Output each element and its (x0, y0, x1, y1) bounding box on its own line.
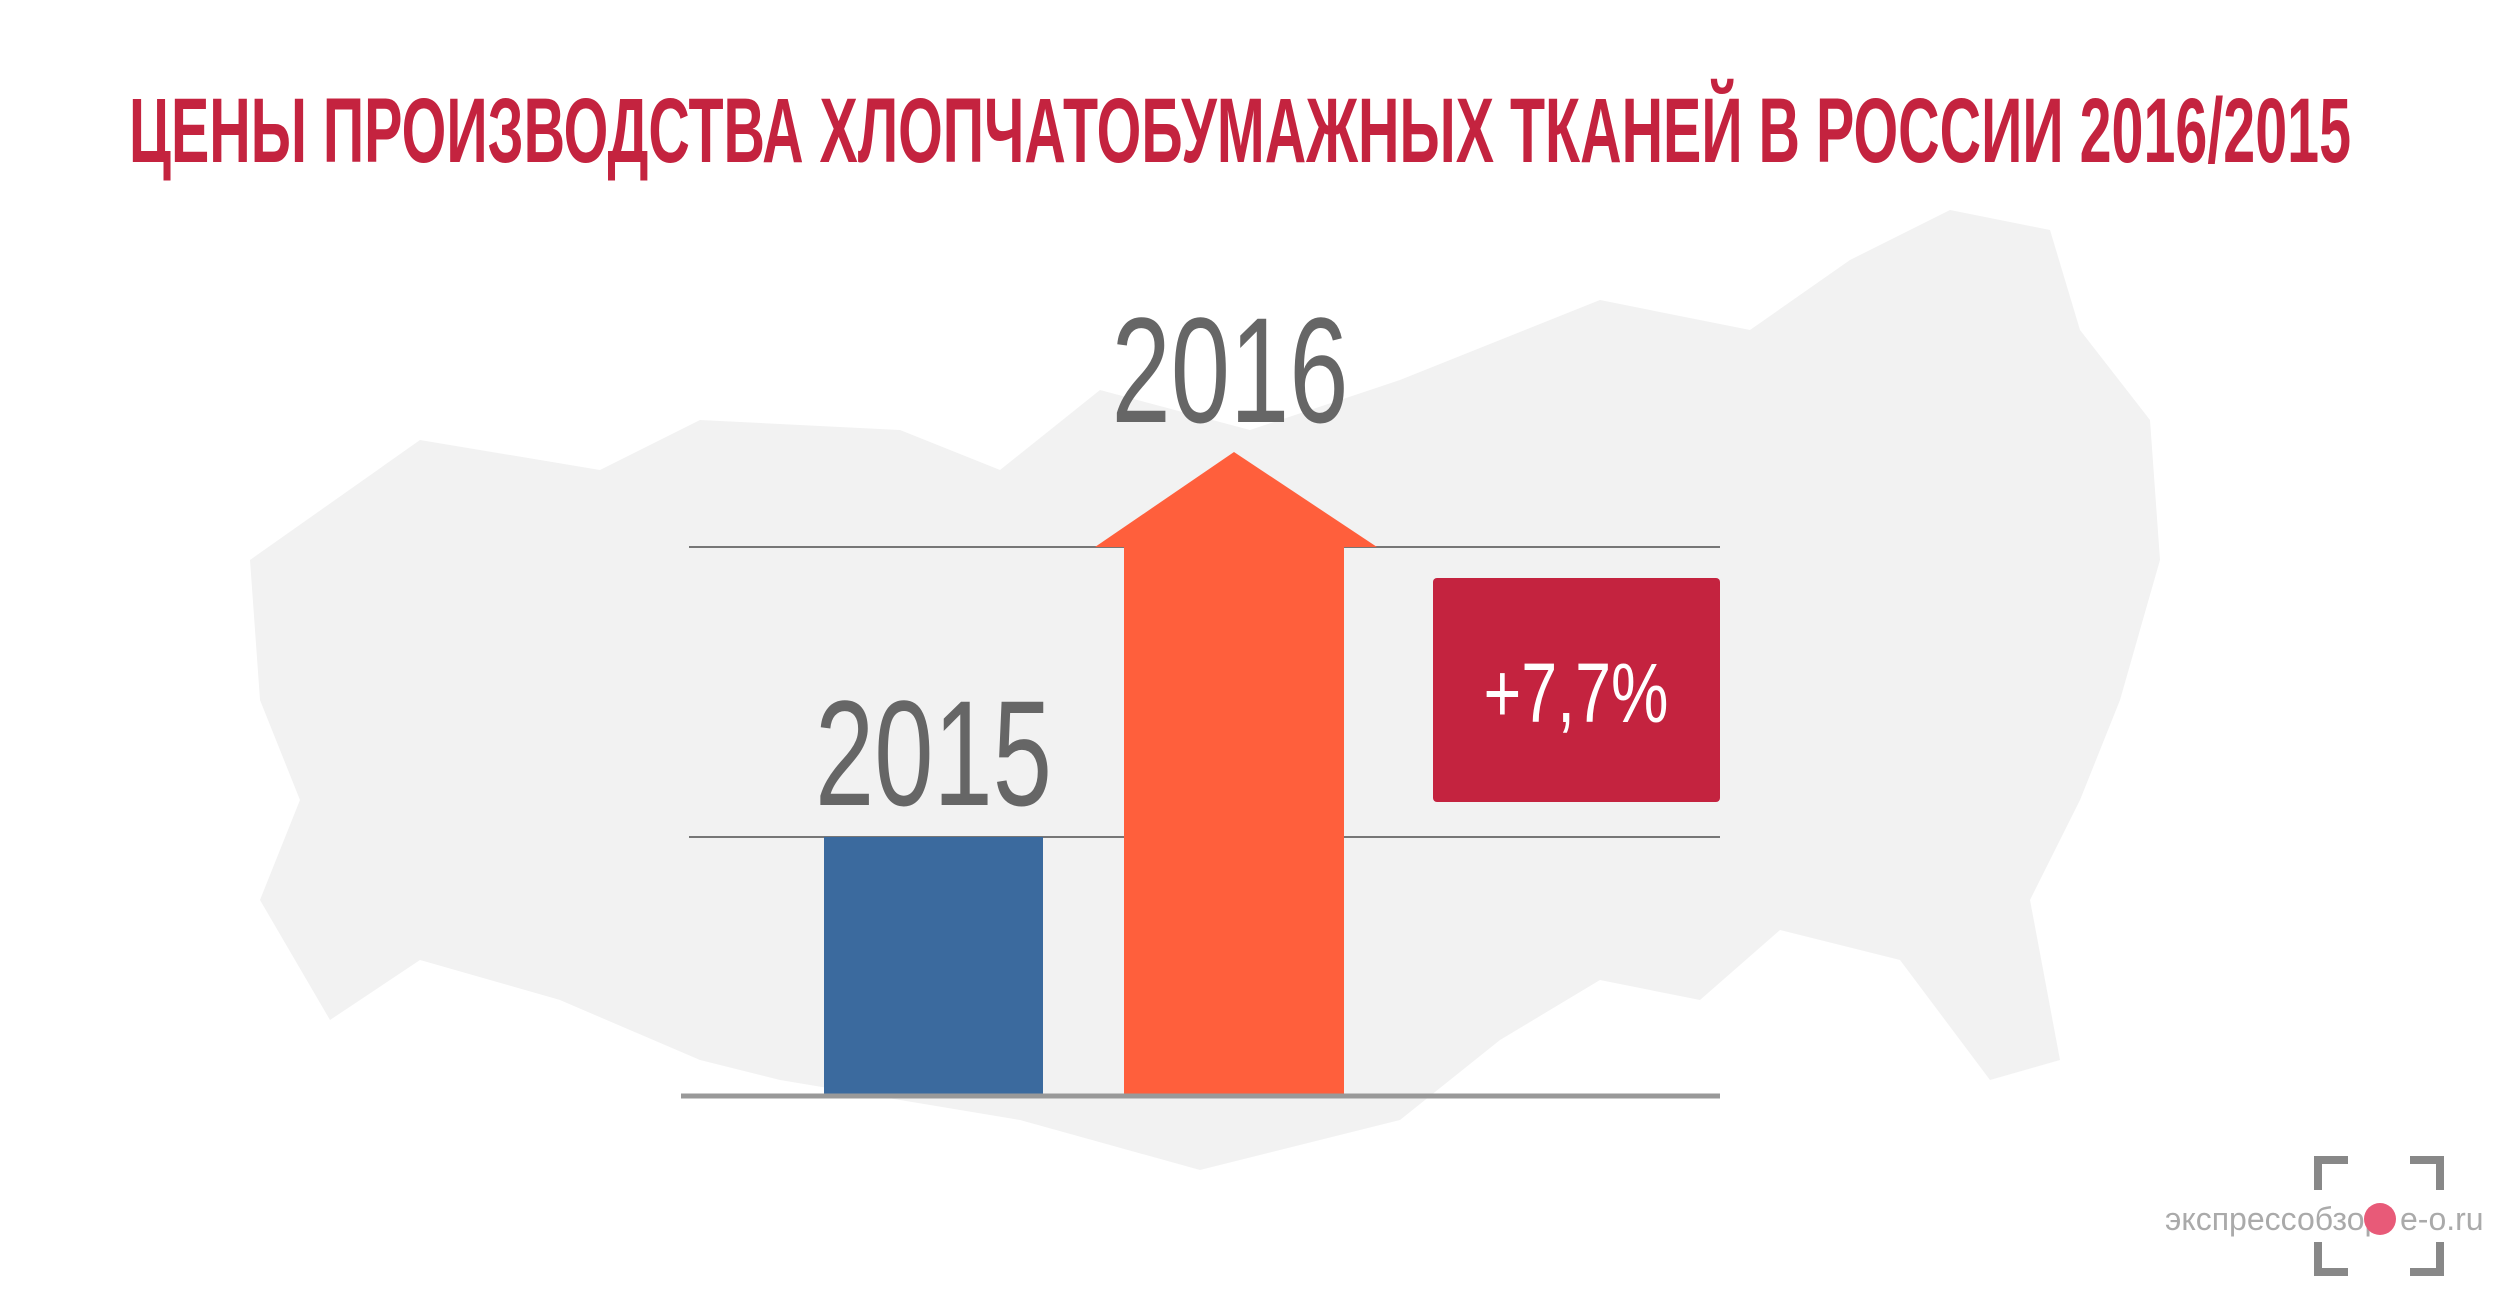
bar-label: 2016 (1112, 286, 1349, 454)
bar (1124, 547, 1344, 1096)
arrow-head (1095, 452, 1377, 547)
watermark: e-o.ru (2400, 1201, 2484, 1237)
annotation: +7,7% (1484, 646, 1669, 740)
annotation-box (1433, 578, 1720, 802)
watermark-dot (2364, 1203, 2396, 1235)
watermark-frame (2314, 1156, 2444, 1276)
bar (824, 837, 1043, 1096)
bar-label: 2015 (815, 669, 1052, 837)
chart-title: ЦЕНЫ ПРОИЗВОДСТВА ХЛОПЧАТОБУМАЖНЫХ ТКАНЕ… (129, 78, 2351, 182)
watermark: экспрессобзор (2165, 1201, 2382, 1237)
